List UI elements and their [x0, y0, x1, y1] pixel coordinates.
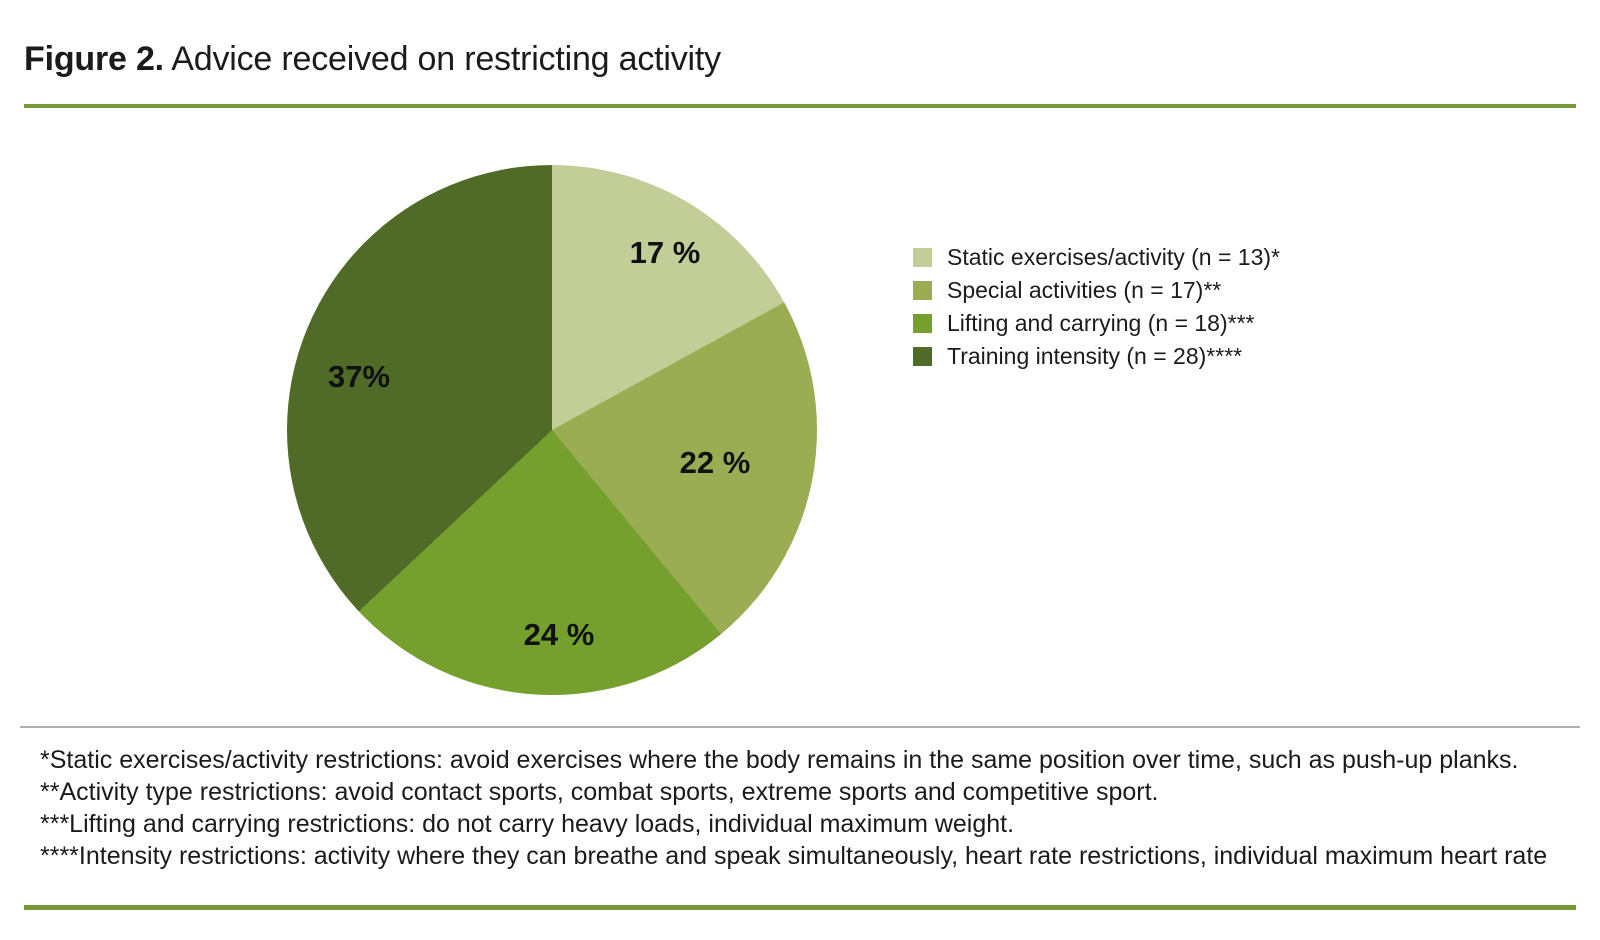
footnote-static-exercises: *Static exercises/activity restrictions:…: [40, 746, 1519, 774]
legend-swatch-icon: [913, 248, 932, 267]
legend-item-special-activities: Special activities (n = 17)**: [913, 274, 1280, 307]
bottom-rule: [24, 905, 1576, 910]
footnotes: *Static exercises/activity restrictions:…: [40, 744, 1585, 872]
legend-swatch-icon: [913, 281, 932, 300]
legend-item-lifting-carrying: Lifting and carrying (n = 18)***: [913, 307, 1280, 340]
pie-slice-label-training-intensity: 37%: [327, 359, 391, 394]
figure-title: Figure 2. Advice received on restricting…: [24, 40, 721, 79]
pie-chart-area: 17 % 22 % 24 % 37%: [287, 165, 817, 695]
figure-title-text: Advice received on restricting activity: [163, 40, 721, 78]
footnote-divider: [20, 726, 1580, 728]
legend-item-static-exercises: Static exercises/activity (n = 13)*: [913, 241, 1280, 274]
legend-label: Static exercises/activity (n = 13)*: [947, 244, 1280, 270]
footnote-lifting-carrying: ***Lifting and carrying restrictions: do…: [40, 810, 1015, 838]
legend-label: Training intensity (n = 28)****: [947, 343, 1243, 369]
legend-label: Special activities (n = 17)**: [947, 277, 1222, 303]
legend: Static exercises/activity (n = 13)* Spec…: [913, 241, 1280, 373]
pie-slice-label-static-exercises: 17 %: [629, 235, 701, 270]
figure-title-prefix: Figure 2.: [24, 40, 164, 78]
legend-item-training-intensity: Training intensity (n = 28)****: [913, 340, 1280, 373]
footnote-intensity: ****Intensity restrictions: activity whe…: [40, 842, 1548, 870]
legend-swatch-icon: [913, 314, 932, 333]
title-rule: [24, 104, 1576, 108]
legend-swatch-icon: [913, 347, 932, 366]
legend-label: Lifting and carrying (n = 18)***: [947, 310, 1255, 336]
pie-slice-label-lifting-carrying: 24 %: [523, 617, 595, 652]
pie-slice-label-special-activities: 22 %: [679, 445, 751, 480]
pie-chart: [287, 165, 817, 695]
footnote-activity-type: **Activity type restrictions: avoid cont…: [40, 778, 1159, 806]
